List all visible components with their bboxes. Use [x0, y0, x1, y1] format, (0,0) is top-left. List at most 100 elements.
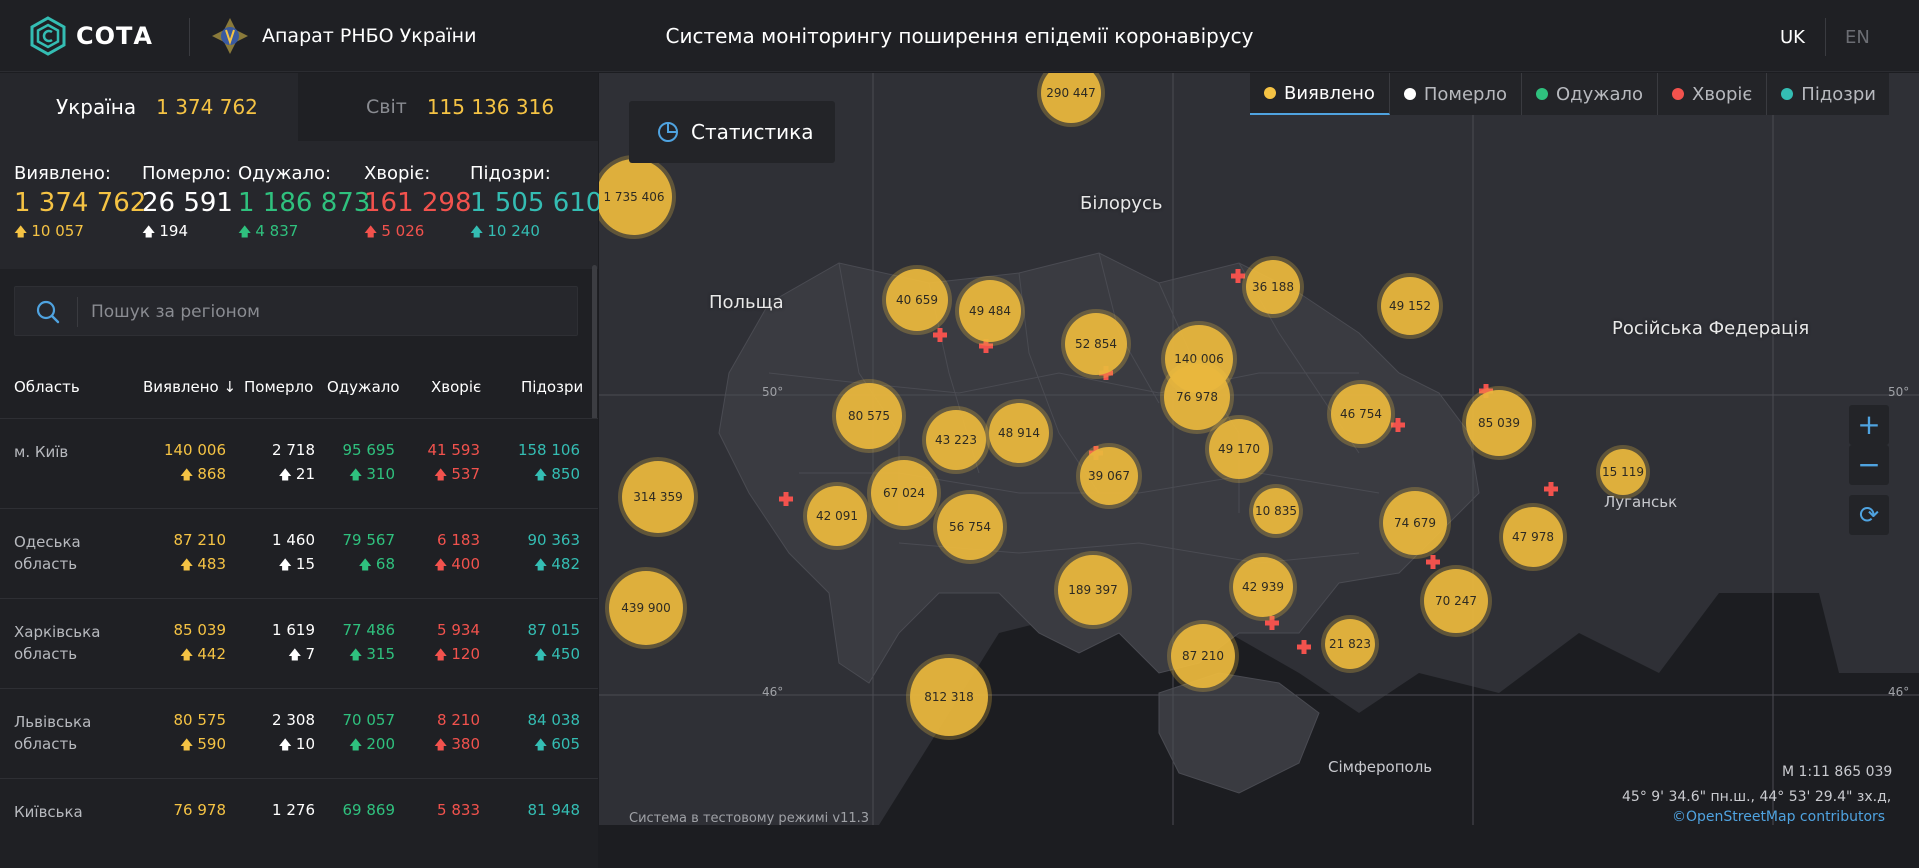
cluster-label: 87 210 — [1182, 649, 1224, 663]
cluster-label: 49 170 — [1218, 442, 1260, 456]
map-cluster[interactable]: 49 170 — [1205, 415, 1273, 483]
legend-item-suspected[interactable]: Підозри — [1767, 73, 1890, 115]
search-input[interactable] — [91, 297, 561, 327]
cell-detected-delta: 🡅 442 — [180, 645, 226, 668]
map-cluster[interactable]: 21 823 — [1321, 615, 1379, 673]
cluster-circle — [1381, 277, 1439, 335]
map-cluster[interactable]: 76 978 — [1160, 360, 1234, 434]
map-cluster[interactable]: 85 039 — [1462, 386, 1536, 460]
legend-label: Підозри — [1801, 83, 1876, 105]
column-header-recovered[interactable]: Одужало — [327, 378, 400, 396]
map[interactable]: 290 447 1 735 406 40 659 49 484 52 854 140 00… — [599, 73, 1919, 825]
org-link[interactable]: Апарат РНБО України — [210, 16, 476, 56]
cell-suspected-delta: 🡅 482 — [534, 555, 580, 578]
map-cluster[interactable]: 49 152 — [1377, 273, 1443, 339]
column-header-sick[interactable]: Хворіє — [431, 378, 482, 396]
arrow-up-icon: 🡅 — [179, 558, 194, 573]
map-cluster[interactable]: 36 188 — [1242, 256, 1304, 318]
legend-item-died[interactable]: Померло — [1390, 73, 1522, 115]
legend-item-recovered[interactable]: Одужало — [1522, 73, 1659, 115]
table-row[interactable]: Львівська область 80 575 🡅 590 2 308 🡅 10 70 05… — [0, 688, 598, 778]
map-cluster[interactable]: 290 447 — [1037, 73, 1105, 127]
column-header-region[interactable]: Область — [14, 378, 80, 396]
hospital-cross-icon[interactable] — [1544, 482, 1558, 496]
map-cluster[interactable]: 87 210 — [1167, 620, 1239, 692]
hospital-cross-icon[interactable] — [779, 492, 793, 506]
table-row[interactable]: Одеська область 87 210 🡅 483 1 460 🡅 15 79 567 🡅… — [0, 508, 598, 598]
column-header-died[interactable]: Померло — [244, 378, 314, 396]
sidebar-scrollbar[interactable] — [592, 265, 597, 435]
logo-text: СОТА — [76, 22, 153, 50]
map-cluster[interactable]: 70 247 — [1420, 565, 1492, 637]
search-icon[interactable] — [35, 299, 61, 325]
table-row[interactable]: м. Київ 140 006 🡅 868 2 718 🡅 21 95 695 🡅 310 41 5… — [0, 418, 598, 508]
cell-died: 1 460 — [272, 531, 315, 549]
map-cluster[interactable]: 67 024 — [867, 456, 941, 530]
region-name: Одеська область — [14, 533, 81, 573]
pie-chart-icon — [658, 122, 678, 142]
map-canvas[interactable]: 290 447 1 735 406 40 659 49 484 52 854 140 00… — [599, 73, 1919, 825]
map-cluster[interactable]: 46 754 — [1327, 380, 1395, 448]
hospital-cross-icon[interactable] — [1426, 555, 1440, 569]
cell-suspected: 81 948 — [527, 801, 581, 819]
map-cluster[interactable]: 42 939 — [1229, 553, 1297, 621]
search-box — [14, 286, 578, 336]
map-cluster[interactable]: 43 223 — [922, 406, 990, 474]
hospital-cross-icon[interactable] — [1231, 269, 1245, 283]
map-cluster[interactable]: 10 835 — [1249, 484, 1303, 538]
hospital-cross-icon[interactable] — [1297, 640, 1311, 654]
hospital-cross-icon[interactable] — [1265, 616, 1279, 630]
zoom-out-button[interactable]: − — [1849, 445, 1889, 485]
map-cluster[interactable]: 49 484 — [955, 276, 1025, 346]
column-header-suspected[interactable]: Підозри — [521, 378, 584, 396]
column-header-detected[interactable]: Виявлено ↓ — [143, 378, 236, 396]
lang-uk-button[interactable]: UK — [1780, 27, 1805, 48]
map-cluster[interactable]: 48 914 — [985, 399, 1053, 467]
cell-recovered-delta: 🡅 315 — [349, 645, 395, 668]
cluster-label: 10 835 — [1255, 504, 1297, 518]
map-cluster[interactable]: 439 900 — [605, 567, 687, 649]
map-cluster[interactable]: 39 067 — [1076, 443, 1142, 509]
map-cluster[interactable]: 1 735 406 — [599, 155, 676, 239]
top-bar: СОТА Апарат РНБО України Система монітор… — [0, 0, 1919, 72]
reset-view-icon[interactable]: ⟳ — [1849, 495, 1889, 535]
statistics-button[interactable]: Статистика — [629, 101, 835, 163]
hospital-cross-icon[interactable] — [1391, 418, 1405, 432]
map-legend: Виявлено Померло Одужало Хворіє Підозри — [1250, 73, 1889, 115]
map-cluster[interactable]: 42 091 — [803, 482, 871, 550]
tab-ukraine[interactable]: Україна 1 374 762 — [0, 73, 298, 141]
total-label: Одужало: — [238, 163, 332, 184]
map-cluster[interactable]: 40 659 — [882, 265, 952, 335]
map-cluster[interactable]: 56 754 — [933, 490, 1007, 564]
hospital-cross-icon[interactable] — [1479, 384, 1493, 398]
map-cluster[interactable]: 314 359 — [618, 457, 698, 537]
org-name: Апарат РНБО України — [262, 25, 477, 47]
map-cluster[interactable]: 74 679 — [1379, 487, 1451, 559]
arrow-up-icon: 🡅 — [14, 225, 28, 240]
map-cluster[interactable]: 52 854 — [1061, 309, 1131, 379]
latitude-label: 46° — [1888, 685, 1910, 699]
tab-world[interactable]: Світ 115 136 316 — [298, 73, 598, 141]
map-cluster[interactable]: 189 397 — [1054, 551, 1132, 629]
version-note: Система в тестовому режимі v11.3 — [629, 811, 870, 826]
cluster-circle — [807, 486, 867, 546]
cluster-label: 42 091 — [816, 509, 858, 523]
table-row[interactable]: Київська 76 978 1 276 69 869 5 833 81 948 — [0, 778, 598, 868]
cell-delta-value: 120 — [451, 645, 480, 663]
logo[interactable]: СОТА — [28, 16, 153, 56]
arrow-up-icon: 🡅 — [278, 738, 292, 753]
cluster-label: 74 679 — [1394, 516, 1436, 530]
hospital-cross-icon[interactable] — [933, 328, 947, 342]
map-cluster[interactable]: 812 318 — [906, 654, 992, 740]
map-cluster[interactable]: 47 978 — [1499, 503, 1567, 571]
table-row[interactable]: Харківська область 85 039 🡅 442 1 619 🡅 7 77 48… — [0, 598, 598, 688]
map-cluster[interactable]: 15 119 — [1596, 445, 1650, 499]
cell-detected: 87 210 — [173, 531, 227, 549]
legend-item-sick[interactable]: Хворіє — [1658, 73, 1768, 115]
map-cluster[interactable]: 80 575 — [832, 379, 906, 453]
zoom-in-button[interactable]: + — [1849, 405, 1889, 445]
osm-attribution-link[interactable]: ©OpenStreetMap contributors — [1672, 809, 1886, 825]
legend-item-detected[interactable]: Виявлено — [1250, 73, 1390, 115]
lang-en-button[interactable]: EN — [1845, 27, 1870, 48]
hospital-cross-icon[interactable] — [979, 339, 993, 353]
